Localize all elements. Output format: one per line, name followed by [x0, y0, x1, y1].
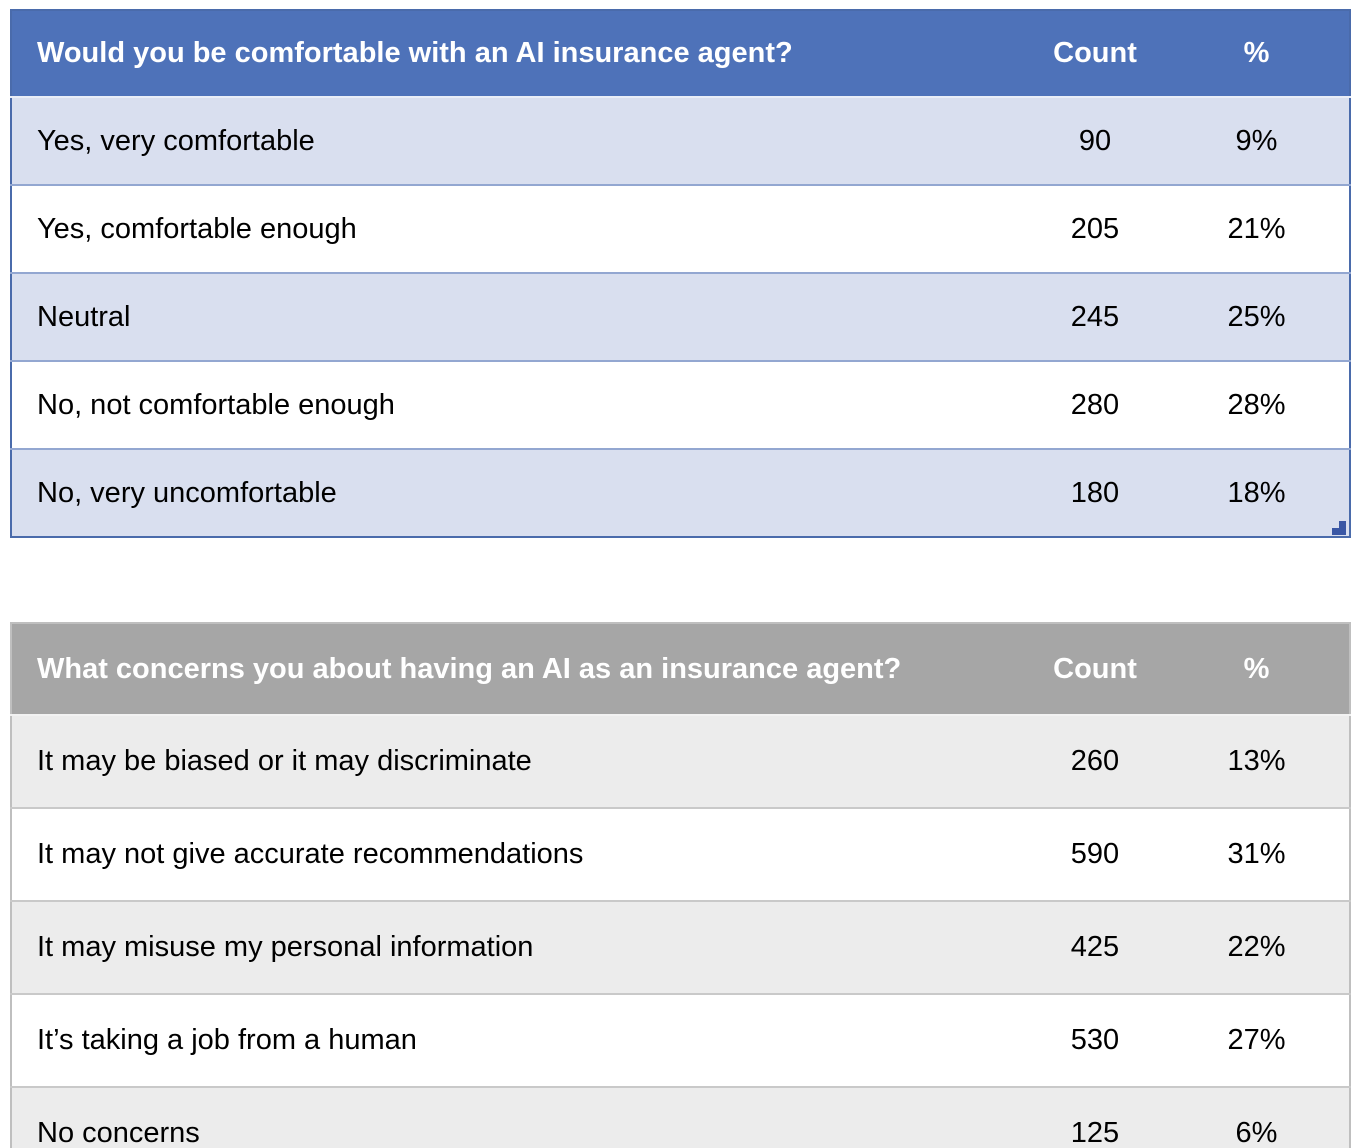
row-label: It’s taking a job from a human [11, 993, 1011, 1087]
row-percent: 22% [1179, 900, 1350, 994]
table-row: No, not comfortable enough 280 28% [11, 360, 1350, 449]
row-percent: 18% [1179, 448, 1350, 537]
row-label: It may be biased or it may discriminate [11, 714, 1011, 808]
row-percent: 31% [1179, 807, 1350, 901]
row-label: Neutral [11, 272, 1011, 361]
table-header-row: Would you be comfortable with an AI insu… [11, 10, 1350, 98]
table-resize-handle-icon[interactable] [1332, 521, 1346, 535]
row-count: 280 [1011, 360, 1179, 449]
count-column-header: Count [1011, 623, 1179, 716]
row-count: 180 [1011, 448, 1179, 537]
table-row: Yes, very comfortable 90 9% [11, 96, 1350, 185]
percent-column-header: % [1179, 623, 1350, 716]
row-label: Yes, comfortable enough [11, 184, 1011, 273]
count-column-header: Count [1011, 10, 1179, 98]
table-row: It may not give accurate recommendations… [11, 807, 1350, 901]
row-percent: 28% [1179, 360, 1350, 449]
row-label: No, very uncomfortable [11, 448, 1011, 537]
row-percent: 6% [1179, 1086, 1350, 1148]
comfort-table: Would you be comfortable with an AI insu… [10, 9, 1351, 538]
table-row: Yes, comfortable enough 205 21% [11, 184, 1350, 273]
row-count: 260 [1011, 714, 1179, 808]
row-label: It may misuse my personal information [11, 900, 1011, 994]
table-row: It may misuse my personal information 42… [11, 900, 1350, 994]
row-label: Yes, very comfortable [11, 96, 1011, 185]
table-row: It may be biased or it may discriminate … [11, 714, 1350, 808]
row-count: 590 [1011, 807, 1179, 901]
row-percent: 13% [1179, 714, 1350, 808]
row-count: 425 [1011, 900, 1179, 994]
percent-column-header: % [1179, 10, 1350, 98]
concerns-table-grid: What concerns you about having an AI as … [10, 622, 1351, 1148]
row-label: It may not give accurate recommendations [11, 807, 1011, 901]
table-header-row: What concerns you about having an AI as … [11, 623, 1350, 716]
row-percent: 27% [1179, 993, 1350, 1087]
row-label: No, not comfortable enough [11, 360, 1011, 449]
table-row: No, very uncomfortable 180 18% [11, 448, 1350, 537]
question-header: What concerns you about having an AI as … [11, 623, 1011, 716]
row-count: 245 [1011, 272, 1179, 361]
row-percent: 9% [1179, 96, 1350, 185]
table-row: No concerns 125 6% [11, 1086, 1350, 1148]
row-label: No concerns [11, 1086, 1011, 1148]
concerns-table: What concerns you about having an AI as … [10, 622, 1351, 1148]
row-percent: 25% [1179, 272, 1350, 361]
row-count: 205 [1011, 184, 1179, 273]
table-row: Neutral 245 25% [11, 272, 1350, 361]
comfort-table-grid: Would you be comfortable with an AI insu… [10, 9, 1351, 538]
row-count: 125 [1011, 1086, 1179, 1148]
row-count: 90 [1011, 96, 1179, 185]
table-row: It’s taking a job from a human 530 27% [11, 993, 1350, 1087]
row-percent: 21% [1179, 184, 1350, 273]
row-count: 530 [1011, 993, 1179, 1087]
question-header: Would you be comfortable with an AI insu… [11, 10, 1011, 98]
